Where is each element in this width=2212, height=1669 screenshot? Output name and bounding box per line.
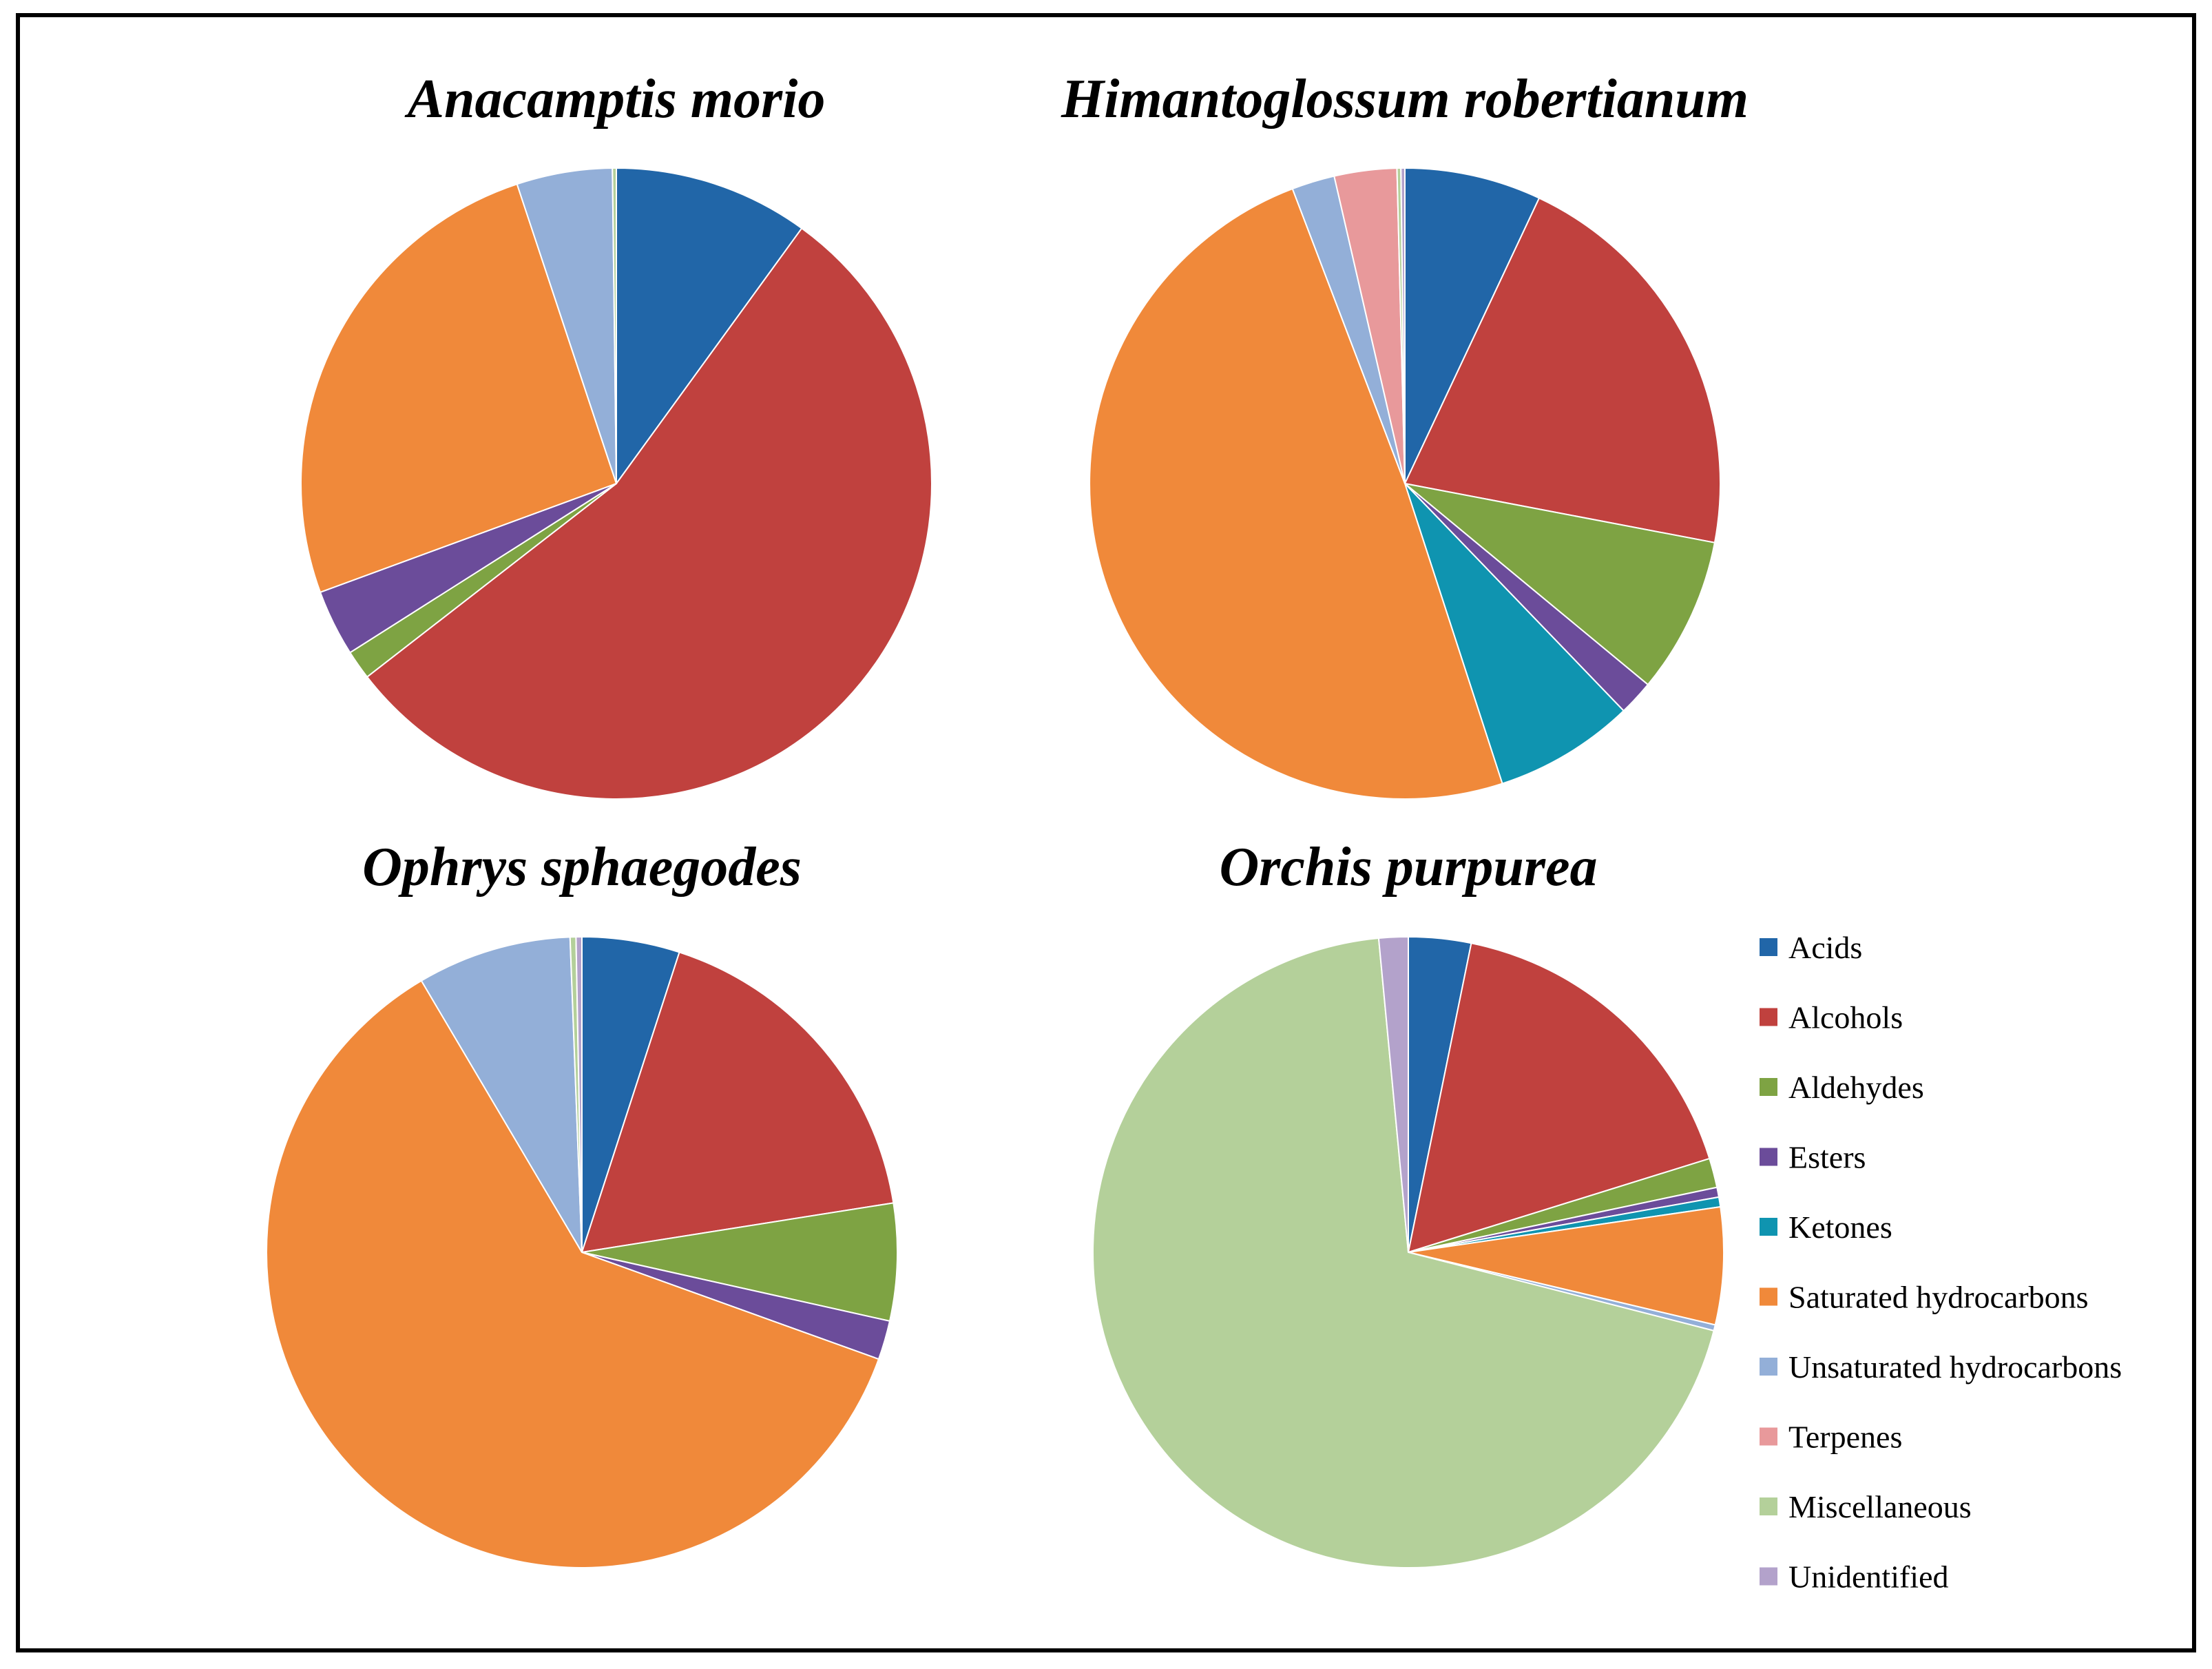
legend-label-acids: Acids (1788, 930, 1862, 965)
legend-swatch-unidentified (1760, 1567, 1777, 1586)
pie-slice-miscellaneous (1092, 937, 1715, 1568)
pie-chart-1: Anacamptis morio (300, 69, 932, 800)
legend-item-saturated-hydrocarbons: Saturated hydrocarbons (1760, 1280, 2089, 1315)
pie-slices-1 (300, 167, 932, 800)
pie-slice-acids (616, 167, 803, 486)
pie-slice-saturated-hydrocarbons (266, 979, 880, 1568)
legend-label-miscellaneous: Miscellaneous (1788, 1489, 1972, 1524)
pie-slice-aldehydes (1404, 483, 1716, 686)
pie-slice-alcohols (581, 951, 895, 1254)
legend-label-alcohols: Alcohols (1788, 1000, 1903, 1035)
pie-slice-ketones (1404, 483, 1625, 785)
chart-title-1: Anacamptis morio (404, 69, 826, 129)
pie-slices-3 (266, 935, 898, 1568)
legend-item-aldehydes: Aldehydes (1760, 1070, 1924, 1105)
legend-item-acids: Acids (1760, 930, 1862, 965)
legend-item-terpenes: Terpenes (1760, 1420, 1902, 1455)
pie-slice-unidentified (1377, 935, 1409, 1253)
legend-item-unsaturated-hydrocarbons: Unsaturated hydrocarbons (1760, 1349, 2122, 1385)
legend-swatch-terpenes (1760, 1427, 1777, 1446)
legend-label-aldehydes: Aldehydes (1788, 1070, 1924, 1105)
pie-slice-aldehydes (581, 1202, 898, 1323)
legend-swatch-unsaturated-hydrocarbons (1760, 1358, 1777, 1376)
legend-item-alcohols: Alcohols (1760, 1000, 1903, 1035)
pie-slice-unidentified (1400, 167, 1406, 484)
chart-title-2: Himantoglossum robertianum (1061, 69, 1749, 129)
chart-title-4: Orchis purpurea (1219, 837, 1597, 898)
pie-slice-alcohols (366, 227, 932, 800)
legend-label-unsaturated-hydrocarbons: Unsaturated hydrocarbons (1788, 1349, 2122, 1385)
legend-swatch-alcohols (1760, 1008, 1777, 1026)
legend-item-ketones: Ketones (1760, 1210, 1892, 1245)
legend-swatch-miscellaneous (1760, 1497, 1777, 1515)
legend-swatch-ketones (1760, 1218, 1777, 1236)
legend-label-unidentified: Unidentified (1788, 1559, 1949, 1595)
pie-slice-saturated-hydrocarbons (1408, 1205, 1724, 1326)
pie-slice-acids (1404, 167, 1541, 484)
pie-slice-unsaturated-hydrocarbons (420, 936, 583, 1253)
legend-label-saturated-hydrocarbons: Saturated hydrocarbons (1788, 1280, 2089, 1315)
pie-chart-3: Ophrys sphaegodes (266, 837, 898, 1568)
chart-title-3: Ophrys sphaegodes (362, 837, 802, 898)
legend-item-unidentified: Unidentified (1760, 1559, 1949, 1595)
pie-chart-2: Himantoglossum robertianum (1061, 69, 1749, 800)
legend-swatch-saturated-hydrocarbons (1760, 1287, 1777, 1306)
pie-slice-saturated-hydrocarbons (300, 183, 618, 594)
pie-slice-alcohols (1404, 197, 1721, 543)
pie-slice-acids (581, 935, 680, 1253)
legend-label-terpenes: Terpenes (1788, 1420, 1902, 1455)
legend-swatch-acids (1760, 938, 1777, 956)
pie-slice-unidentified (575, 935, 583, 1253)
legend-item-esters: Esters (1760, 1140, 1866, 1175)
legend-item-miscellaneous: Miscellaneous (1760, 1489, 1972, 1524)
pie-slices-4 (1092, 935, 1724, 1568)
legend-swatch-aldehydes (1760, 1078, 1777, 1096)
pie-slice-saturated-hydrocarbons (1089, 187, 1503, 800)
legend-swatch-esters (1760, 1148, 1777, 1166)
legend-label-esters: Esters (1788, 1140, 1866, 1175)
pie-slice-miscellaneous (612, 167, 617, 484)
pie-slices-2 (1089, 167, 1721, 800)
legend-label-ketones: Ketones (1788, 1210, 1892, 1245)
pie-slice-alcohols (1407, 942, 1711, 1254)
legend: Acids Alcohols Aldehydes Esters Ketones Satur… (1760, 930, 2122, 1595)
pie-chart-4: Orchis purpurea (1092, 837, 1724, 1568)
